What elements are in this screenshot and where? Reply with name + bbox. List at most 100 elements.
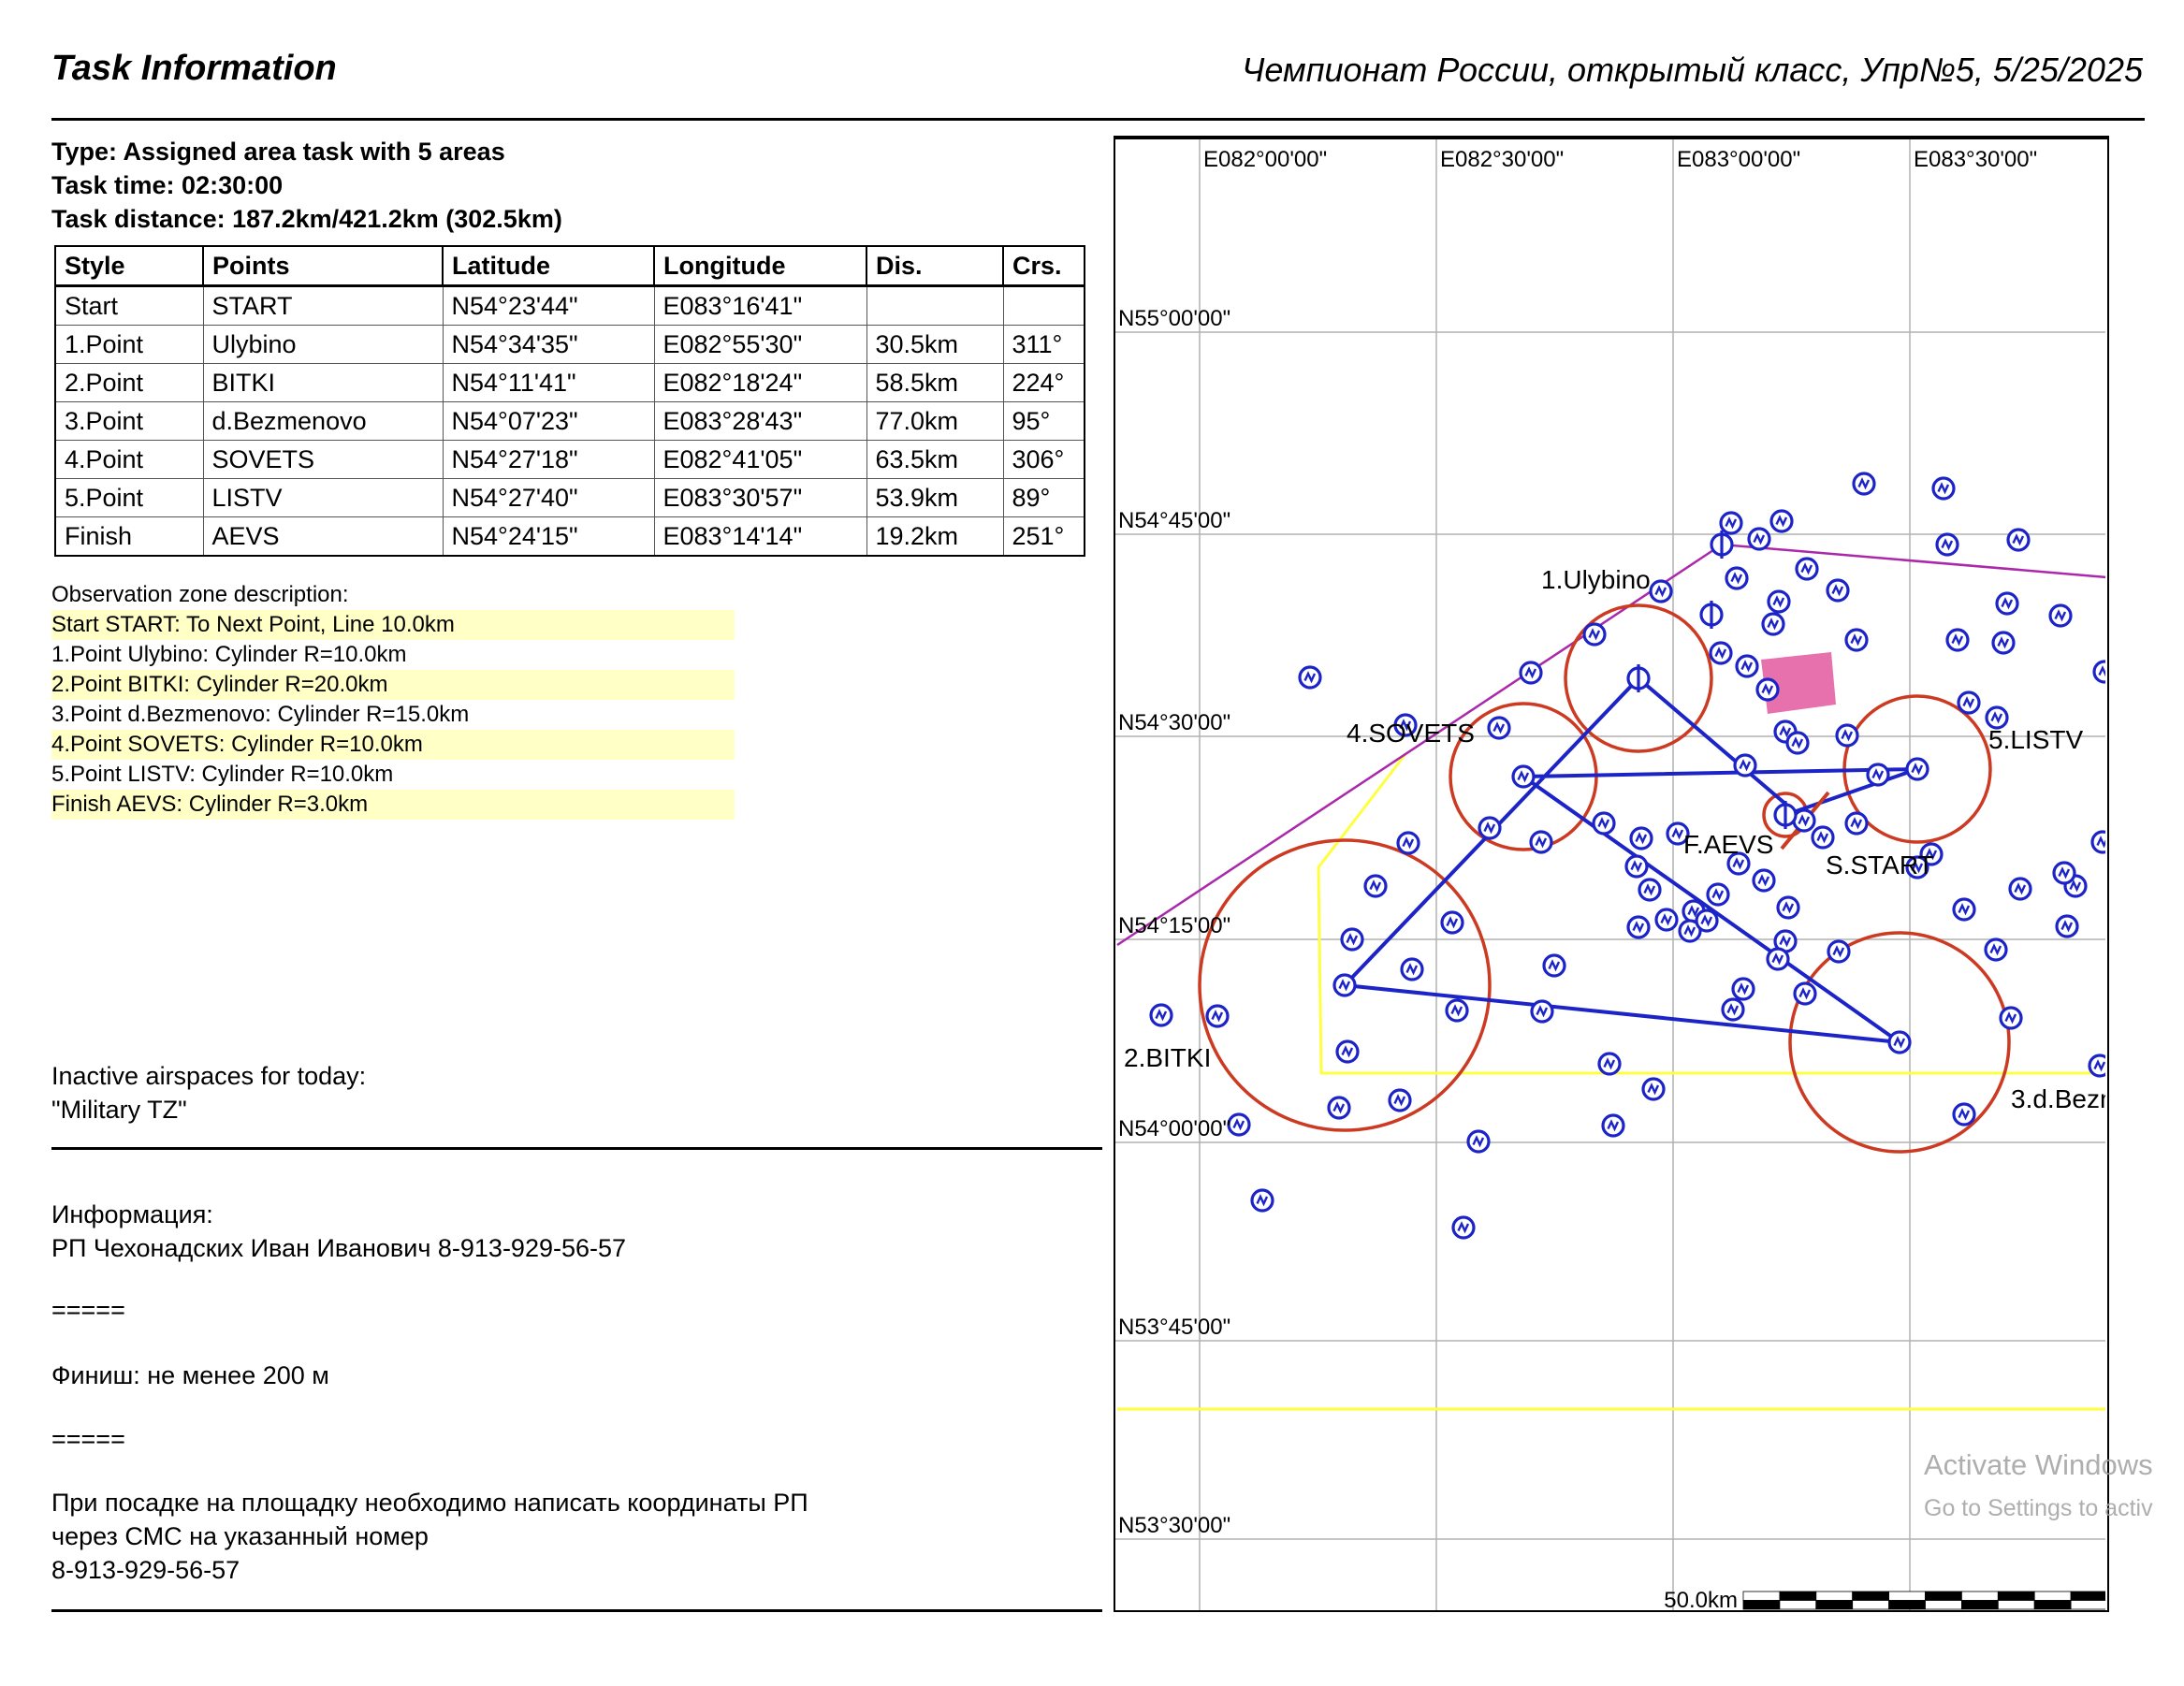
table-cell: 58.5km — [866, 363, 1004, 402]
table-row: 1.Point Ulybino N54°34'35" E082°55'30" 30.5k… — [54, 325, 1085, 364]
waypoint-icon — [1999, 1006, 2023, 1030]
scalebar-cell — [1960, 1600, 1999, 1610]
table-cell: 30.5km — [866, 325, 1004, 364]
column-header-style: Style — [54, 245, 204, 287]
table-cell: 89° — [1002, 478, 1085, 517]
waypoint-icon — [1827, 939, 1851, 964]
waypoint-icon — [1654, 908, 1679, 932]
table-cell: Start — [54, 285, 204, 326]
scalebar-cell — [1925, 1591, 1962, 1601]
observation-zone-line: 5.Point LISTV: Cylinder R=10.0km — [51, 762, 394, 787]
waypoint-icon — [1931, 476, 1956, 501]
table-cell: 2.Point — [54, 363, 204, 402]
divider-rule-2 — [51, 1609, 1102, 1612]
inactive-airspaces-title: Inactive airspaces for today: — [51, 1062, 367, 1090]
table-cell: Finish — [54, 516, 204, 557]
waypoint-icon — [2008, 877, 2032, 901]
waypoint-icon — [1844, 628, 1869, 652]
waypoint-icon — [1298, 665, 1322, 690]
scalebar-cell — [2070, 1591, 2108, 1601]
waypoint-icon — [1957, 690, 1981, 715]
waypoint-icon — [1733, 753, 1757, 778]
latitude-label: N54°45'00" — [1118, 508, 1230, 533]
observation-zone-circle — [1788, 931, 2011, 1154]
waypoint-icon — [2092, 660, 2117, 684]
column-header-longitude: Longitude — [653, 245, 867, 287]
waypoint-icon — [1793, 981, 1817, 1006]
waypoint-icon — [1709, 641, 1733, 665]
scalebar-cell — [1997, 1600, 2035, 1610]
table-cell — [1002, 285, 1085, 326]
waypoint-icon — [1451, 1215, 1476, 1240]
waypoint-icon — [2055, 914, 2079, 938]
latitude-label: N54°00'00" — [1118, 1116, 1230, 1141]
task-time: Task time: 02:30:00 — [51, 171, 284, 199]
airfield-icon — [1710, 531, 1734, 559]
scalebar-cell — [1852, 1591, 1889, 1601]
column-header-dis: Dis. — [866, 245, 1004, 287]
scalebar-cell — [2033, 1591, 2072, 1601]
table-cell: N54°34'35" — [442, 325, 655, 364]
scalebar-cell — [1742, 1591, 1781, 1601]
activate-windows-line1: Activate Windows — [1924, 1448, 2153, 1481]
waypoint-icon — [1731, 977, 1755, 1001]
observation-zone-circle — [1564, 603, 1713, 753]
waypoint-icon — [1773, 929, 1798, 953]
table-row: 4.Point SOVETS N54°27'18" E082°41'05" 63.5km… — [54, 440, 1085, 479]
waypoint-icon — [2052, 861, 2076, 885]
table-cell: E082°18'24" — [653, 363, 867, 402]
waypoint-icon — [1440, 910, 1464, 935]
waypoint-icon — [1706, 882, 1730, 907]
table-cell: d.Bezmenovo — [202, 401, 444, 441]
waypoint-icon — [1332, 973, 1357, 997]
restricted-area-pink — [1761, 652, 1836, 714]
turnpoint-label: 5.LISTV — [1988, 725, 2083, 754]
table-row: 2.Point BITKI N54°11'41" E082°18'24" 58.5km 2… — [54, 363, 1085, 402]
table-cell: 311° — [1002, 325, 1085, 364]
waypoint-icon — [1666, 821, 1690, 846]
table-cell: N54°23'44" — [442, 285, 655, 326]
table-cell: N54°07'23" — [442, 401, 655, 441]
table-cell — [866, 285, 1004, 326]
scalebar-label: 50.0km — [1664, 1588, 1738, 1610]
waypoint-icon — [1400, 957, 1424, 981]
table-cell: 77.0km — [866, 401, 1004, 441]
waypoint-icon — [1624, 854, 1649, 879]
longitude-label: E082°30'00" — [1440, 147, 1564, 172]
waypoint-icon — [1945, 628, 1970, 652]
task-type: Type: Assigned area task with 5 areas — [51, 138, 505, 166]
scalebar-cell — [1779, 1591, 1817, 1601]
waypoint-icon — [1984, 937, 2008, 962]
table-cell: 5.Point — [54, 478, 204, 517]
longitude-label: E083°00'00" — [1677, 147, 1800, 172]
waypoint-icon — [1340, 927, 1364, 952]
waypoint-icon — [1487, 716, 1511, 740]
waypoint-icon — [1695, 908, 1719, 933]
waypoint-icon — [1530, 999, 1554, 1024]
waypoint-icon — [1776, 895, 1800, 920]
table-cell: 224° — [1002, 363, 1085, 402]
scalebar-cell — [1815, 1591, 1854, 1601]
inactive-airspaces-value: "Military TZ" — [51, 1096, 187, 1124]
column-header-crs: Crs. — [1002, 245, 1085, 287]
waypoint-icon — [1767, 589, 1791, 614]
waypoint-icon — [1149, 1003, 1173, 1027]
observation-zone-line: Finish AEVS: Cylinder R=3.0km — [51, 790, 735, 820]
waypoint-icon — [1935, 532, 1959, 557]
waypoint-icon — [1592, 811, 1616, 836]
airfield-icon — [1699, 601, 1724, 629]
scalebar-cell — [1925, 1600, 1962, 1610]
table-cell: E083°30'57" — [653, 478, 867, 517]
waypoint-icon — [1641, 1077, 1666, 1101]
waypoint-icon — [1887, 1030, 1912, 1054]
waypoint-icon — [1761, 612, 1785, 636]
waypoint-icon — [1866, 763, 1890, 787]
table-row: Finish AEVS N54°24'15" E083°14'14" 19.2km 251… — [54, 516, 1085, 557]
turnpoint-label: 3.d.Bezme — [2011, 1084, 2105, 1113]
waypoint-icon — [1852, 472, 1876, 496]
waypoint-icon — [1626, 915, 1651, 939]
page-title: Task Information — [51, 49, 337, 88]
table-cell: 95° — [1002, 401, 1085, 441]
waypoint-icon — [1335, 1039, 1360, 1064]
table-cell: N54°27'40" — [442, 478, 655, 517]
